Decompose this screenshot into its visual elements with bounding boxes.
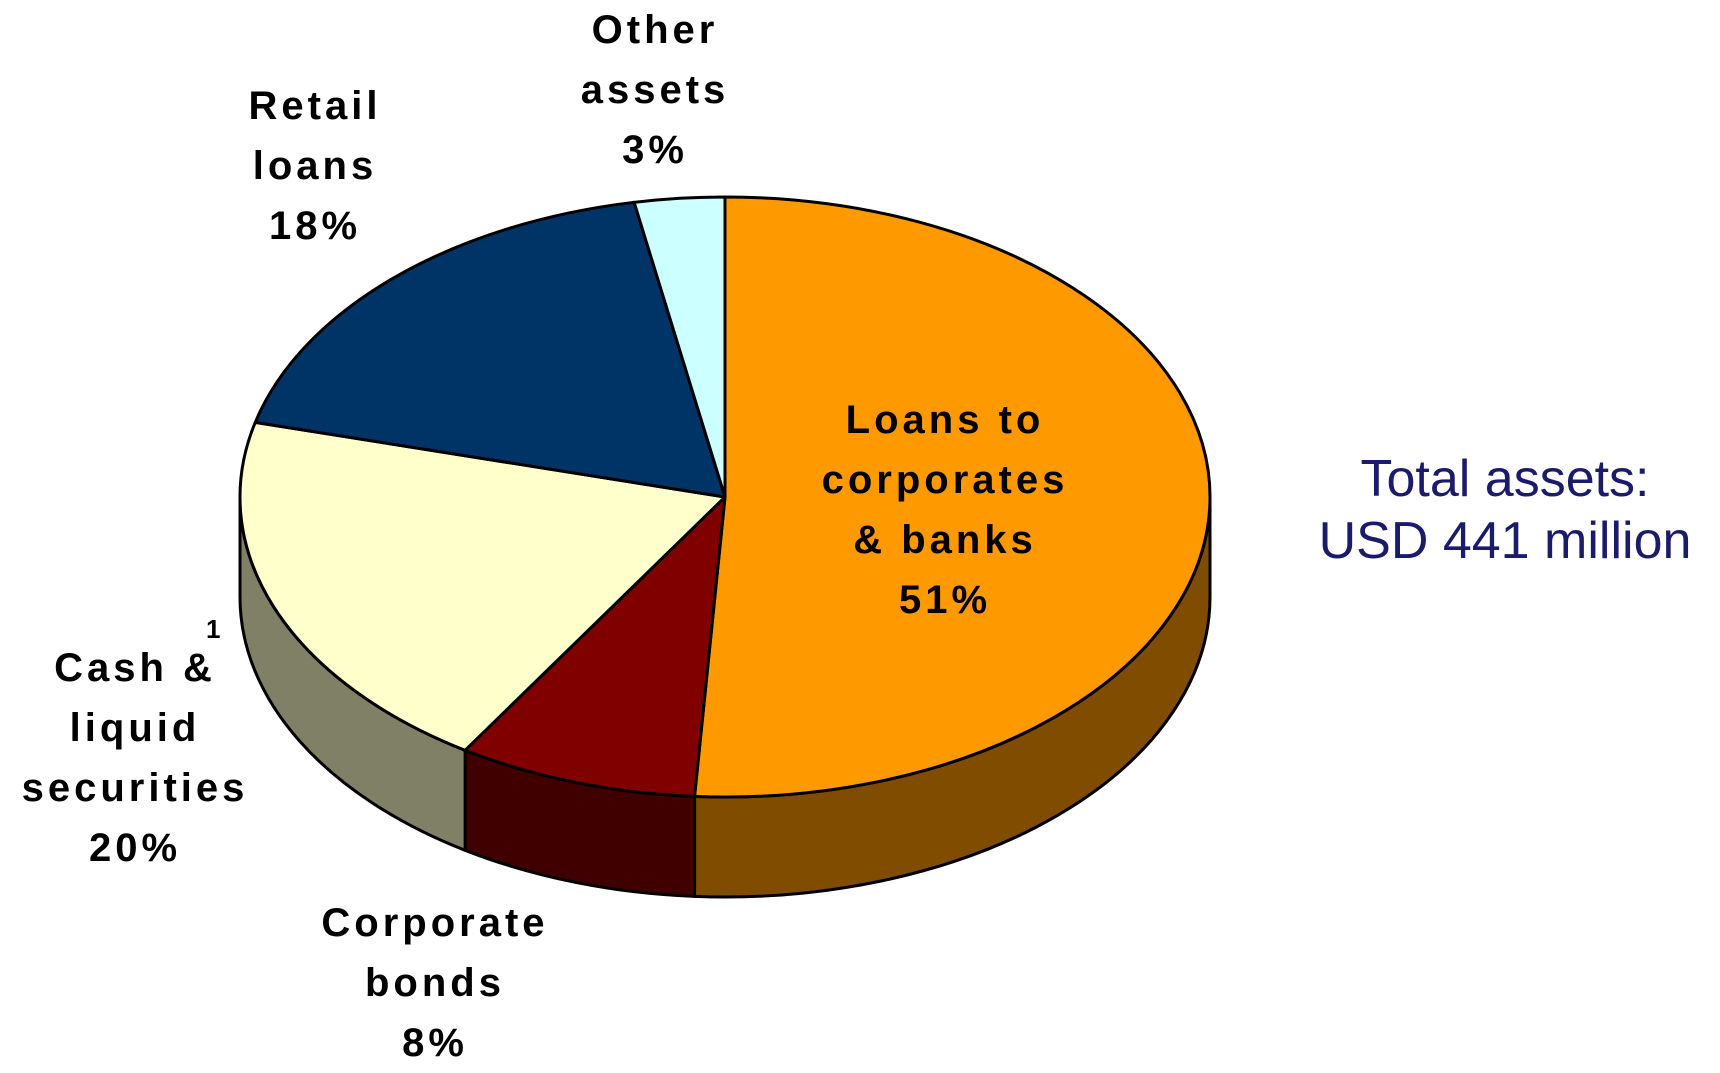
total-assets-label: Total assets: USD 441 million [1318, 450, 1692, 570]
pie-slice-loans-to-corporates-and-banks [693, 195, 1212, 799]
pie-slice-corporate-bonds [463, 495, 727, 798]
slice-label-loans: Loans to corporates & banks 51% [821, 398, 1069, 622]
footnote-marker: 1 [206, 614, 221, 644]
slice-label-other-assets: Other assets 3% [580, 8, 730, 172]
slice-label-cash: Cash & liquid securities 20% [21, 646, 249, 870]
pie-slice-cash-and-liquid-securities [238, 420, 727, 752]
slice-label-corporate-bonds: Corporate bonds 8% [321, 901, 549, 1065]
pie-slice-retail-loans [253, 200, 727, 499]
slice-label-retail-loans: Retail loans 18% [248, 84, 382, 248]
pie-slice-other-assets [632, 195, 727, 499]
